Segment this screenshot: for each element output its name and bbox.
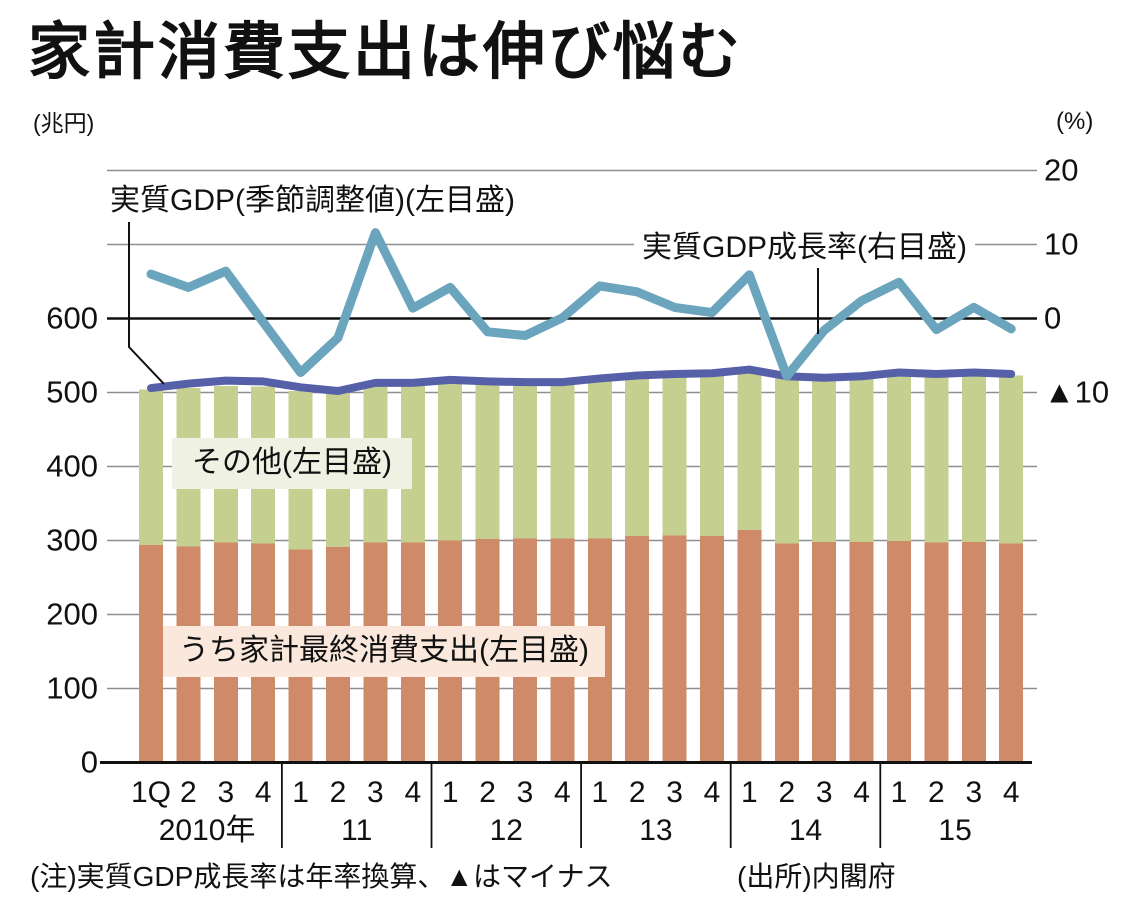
x-axis-quarter-label: 3: [516, 776, 534, 809]
gdp-line-label: 実質GDP(季節調整値)(左目盛): [110, 184, 515, 217]
left-axis-tick: 400: [46, 447, 98, 483]
bar-other: [438, 382, 463, 541]
x-axis-quarter-label: 1: [441, 776, 459, 809]
bar-other: [513, 383, 537, 539]
bar-other: [550, 383, 575, 539]
x-axis-quarter-label: 4: [254, 776, 272, 809]
bar-other: [961, 374, 986, 542]
bar-consumption: [700, 536, 724, 763]
x-axis-quarter-label: 4: [1002, 776, 1020, 809]
x-axis-quarter-label: 4: [404, 776, 422, 809]
growth-line-label: 実質GDP成長率(右目盛): [634, 229, 975, 268]
x-axis-year-label: 14: [788, 814, 823, 847]
x-axis-quarter-label: 4: [554, 776, 571, 809]
x-axis-quarter-label: 2: [479, 776, 496, 809]
x-axis-quarter-label: 2: [180, 776, 197, 809]
bar-other: [587, 379, 612, 539]
bar-other: [887, 374, 911, 542]
bar-consumption: [625, 536, 650, 763]
right-axis-tick: 0: [1044, 299, 1062, 335]
bar-other: [662, 375, 687, 536]
bar-consumption: [887, 541, 911, 763]
bar-other: [625, 376, 650, 537]
x-axis-quarter-label: 1: [591, 776, 609, 809]
x-axis-quarter-label: 3: [666, 776, 683, 809]
x-axis-year-label: 12: [489, 814, 523, 847]
bar-other: [774, 378, 799, 544]
x-axis-quarter-label: 1: [292, 776, 309, 809]
x-axis-quarter-label: 4: [703, 776, 721, 809]
bar-other: [737, 371, 762, 531]
left-axis-unit: (兆円): [33, 110, 95, 136]
left-axis-tick: 600: [46, 299, 98, 335]
bar-consumption: [999, 543, 1024, 763]
x-axis-year-label: 13: [639, 814, 673, 847]
x-axis-year-label: 11: [341, 814, 373, 847]
bar-other: [812, 379, 837, 542]
x-axis-quarter-label: 2: [928, 776, 945, 809]
right-axis-tick: 10: [1044, 225, 1079, 261]
bar-other: [849, 378, 874, 542]
x-axis-quarter-label: 3: [217, 776, 235, 809]
left-axis-tick: 0: [80, 743, 98, 779]
bar-other: [924, 375, 949, 543]
x-axis-quarter-label: 3: [965, 776, 983, 809]
right-axis-unit: (%): [1056, 108, 1094, 135]
bar-consumption: [924, 542, 949, 763]
bar-other: [700, 374, 724, 537]
left-axis-tick: 500: [46, 373, 98, 409]
left-axis-tick: 300: [46, 521, 98, 557]
footnote-source: (出所)内閣府: [737, 861, 896, 892]
x-axis-quarter-label: 1: [890, 776, 908, 809]
x-axis-quarter-label: 3: [367, 776, 384, 809]
x-axis-quarter-label: 1Q: [130, 776, 172, 809]
bar-other: [475, 382, 500, 540]
bar-consumption: [961, 541, 986, 763]
bar-consumption: [774, 543, 799, 763]
x-axis-quarter-label: 2: [628, 776, 646, 809]
bar-consumption: [812, 541, 837, 763]
x-axis-quarter-label: 3: [815, 776, 833, 809]
right-axis-tick: ▲10: [1044, 373, 1110, 409]
bar-consumption: [662, 535, 687, 763]
x-axis-quarter-label: 2: [329, 776, 347, 809]
consumption-segment-label: うち家計最終消費支出(左目盛): [163, 626, 605, 677]
x-axis-year-label: 2010年: [158, 814, 256, 847]
gdp-level-line: [147, 365, 1016, 396]
bar-consumption: [737, 530, 762, 763]
gdp-growth-line: [146, 228, 1016, 381]
x-axis-quarter-label: 1: [741, 776, 758, 809]
left-axis-tick: 200: [46, 595, 98, 631]
x-axis-quarter-label: 4: [853, 776, 870, 809]
x-axis-quarter-label: 2: [778, 776, 796, 809]
left-axis-tick: 100: [46, 669, 98, 705]
footnote-note: (注)実質GDP成長率は年率換算、▲はマイナス: [30, 861, 613, 892]
x-axis-year-label: 15: [938, 814, 972, 847]
bar-consumption: [139, 544, 163, 763]
other-segment-label: その他(左目盛): [172, 438, 412, 489]
bar-other: [999, 375, 1024, 544]
bar-other: [139, 389, 163, 545]
bar-consumption: [849, 541, 874, 763]
right-axis-tick: 20: [1044, 151, 1079, 187]
chart-title: 家計消費支出は伸び悩む: [28, 19, 744, 87]
gdp-label-pointer: [128, 222, 165, 385]
